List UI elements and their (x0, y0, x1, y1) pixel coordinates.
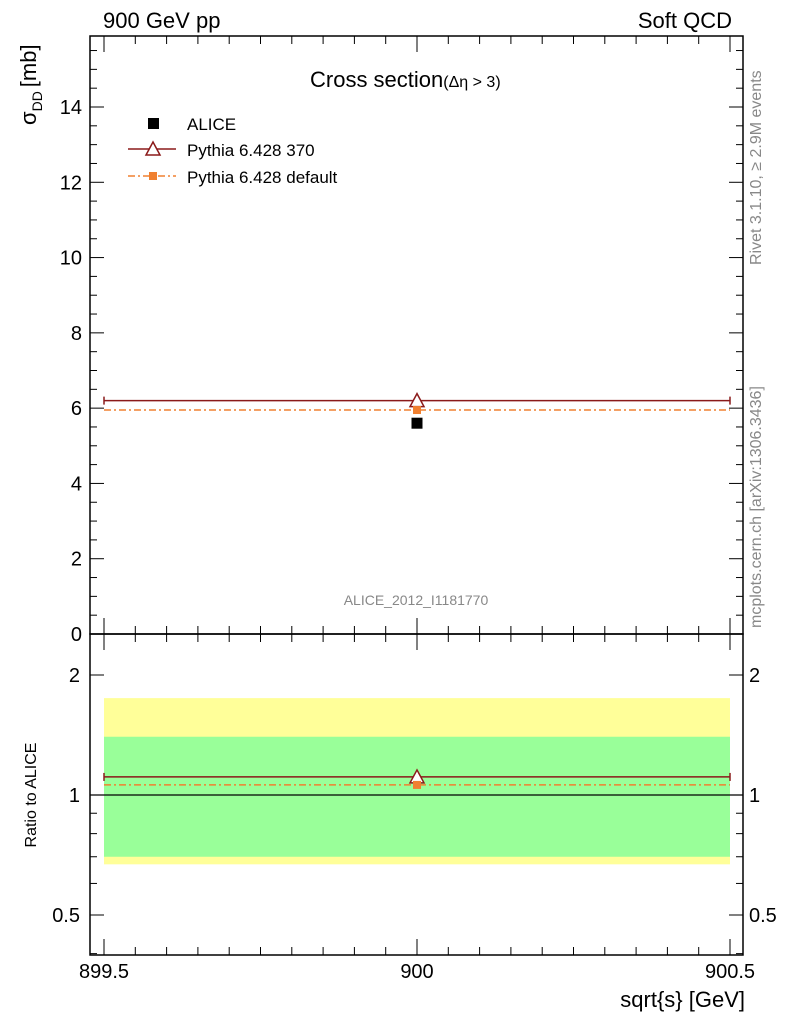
header-right: Soft QCD (638, 8, 732, 33)
legend-marker-alice (148, 118, 159, 129)
legend-marker-pythia-default (149, 172, 157, 180)
legend-marker-pythia370 (144, 140, 162, 156)
y-label-unit: [mb] (16, 44, 41, 87)
top-y-tick-label: 8 (71, 323, 82, 345)
rivet-label: Rivet 3.1.10, ≥ 2.9M events (748, 70, 765, 265)
ratio-y-tick-label: 0.5 (52, 905, 80, 927)
ratio-y-tick-label-right: 0.5 (749, 905, 777, 927)
top-y-tick-label: 10 (60, 248, 82, 270)
top-y-tick-label: 4 (71, 473, 82, 495)
plot-title-sub: (Δη > 3) (443, 74, 500, 91)
ratio-y-tick-label: 1 (69, 785, 80, 807)
top-y-tick-label: 14 (60, 97, 82, 119)
ratio-y-tick-label-right: 2 (749, 665, 760, 687)
x-tick-label: 900.5 (705, 961, 755, 983)
ratio-y-tick-label: 2 (69, 665, 80, 687)
top-y-tick-label: 0 (71, 624, 82, 646)
top-y-tick-label: 2 (71, 549, 82, 571)
x-tick-label: 899.5 (79, 961, 129, 983)
y-label-sub: DD (29, 91, 45, 111)
plot-title-main: Cross section (310, 67, 443, 92)
legend-label-pythia370: Pythia 6.428 370 (187, 141, 315, 160)
ratio-band-inner (104, 736, 730, 857)
ratio-y-axis-label: Ratio to ALICE (23, 743, 40, 848)
y-label-sigma: σ (16, 111, 41, 125)
pythia-default-point (413, 406, 421, 415)
plot-title: Cross section(Δη > 3) (310, 67, 501, 92)
legend: ALICE Pythia 6.428 370 Pythia 6.428 defa… (128, 115, 338, 187)
alice-point (411, 417, 423, 429)
ratio-pythia-default-point (413, 780, 421, 789)
x-axis-label: sqrt{s} [GeV] (620, 987, 745, 1012)
legend-label-pythia-default: Pythia 6.428 default (187, 168, 338, 187)
header-left: 900 GeV pp (103, 8, 220, 33)
top-y-tick-label: 6 (71, 398, 82, 420)
top-y-tick-label: 12 (60, 172, 82, 194)
y-axis-label-main: σDD [mb] (16, 44, 45, 125)
ratio-y-tick-label-right: 1 (749, 785, 760, 807)
mcplots-label: mcplots.cern.ch [arXiv:1306.3436] (748, 386, 765, 628)
x-tick-label: 900 (400, 961, 433, 983)
legend-label-alice: ALICE (187, 115, 236, 134)
analysis-watermark: ALICE_2012_I1181770 (344, 592, 489, 608)
